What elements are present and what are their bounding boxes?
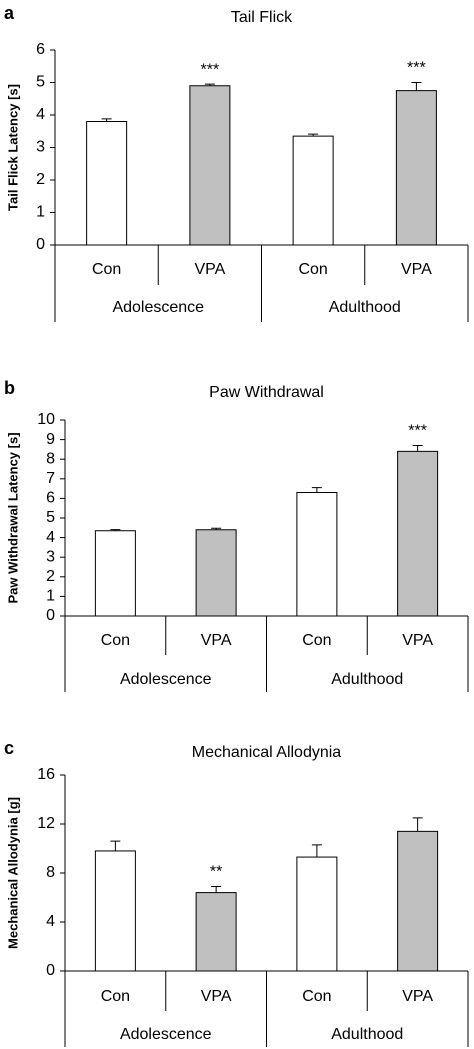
y-tick-label: 6: [36, 41, 45, 58]
x-tick-label: VPA: [402, 632, 433, 649]
y-tick-label: 2: [36, 171, 45, 188]
bar: [94, 850, 136, 972]
x-tick-label: VPA: [401, 261, 432, 278]
group-label: Adulthood: [331, 671, 403, 688]
chart-title: Tail Flick: [231, 9, 293, 26]
group-label: Adolescence: [120, 671, 212, 688]
y-tick-label: 10: [37, 411, 55, 428]
bar: [296, 492, 338, 617]
bar: [86, 121, 128, 246]
x-tick-label: Con: [92, 261, 121, 278]
group-label: Adolescence: [120, 1026, 212, 1043]
error-bar: [412, 444, 423, 452]
significance-label: ***: [407, 60, 426, 77]
group-label: Adulthood: [329, 299, 401, 316]
significance-label: ***: [408, 423, 427, 440]
error-bar: [204, 83, 215, 86]
panel-label: a: [4, 3, 15, 23]
y-axis-label: Tail Flick Latency [s]: [5, 84, 20, 211]
y-tick-label: 1: [46, 588, 55, 605]
error-bar: [411, 82, 422, 91]
x-tick-label: Con: [302, 632, 331, 649]
y-tick-label: 3: [46, 548, 55, 565]
x-tick-label: Con: [101, 988, 130, 1005]
group-label: Adulthood: [331, 1026, 403, 1043]
y-axis-label: Paw Withdrawal Latency [s]: [5, 432, 20, 603]
x-tick-label: VPA: [194, 261, 225, 278]
bar: [94, 530, 136, 617]
error-bar: [211, 885, 222, 893]
y-tick-label: 3: [36, 139, 45, 156]
y-tick-label: 12: [37, 815, 55, 832]
x-tick-label: VPA: [402, 988, 433, 1005]
y-tick-label: 4: [46, 913, 55, 930]
y-tick-label: 6: [46, 490, 55, 507]
error-bar: [110, 840, 121, 851]
significance-label: ***: [201, 61, 220, 78]
error-bar: [211, 527, 222, 530]
y-tick-label: 0: [46, 607, 55, 624]
chart-title: Paw Withdrawal: [209, 384, 324, 401]
bar: [395, 90, 437, 246]
x-tick-label: Con: [298, 261, 327, 278]
y-tick-label: 9: [46, 431, 55, 448]
bar: [189, 85, 231, 246]
x-tick-label: Con: [101, 632, 130, 649]
bar: [397, 450, 439, 617]
error-bar: [110, 529, 121, 531]
y-axis-label: Mechanical Allodynia [g]: [5, 797, 20, 949]
y-tick-label: 2: [46, 568, 55, 585]
error-bar: [101, 118, 112, 122]
x-tick-label: VPA: [201, 632, 232, 649]
y-tick-label: 4: [46, 529, 55, 546]
y-tick-label: 0: [36, 236, 45, 253]
y-tick-label: 0: [46, 962, 55, 979]
error-bar: [308, 133, 319, 137]
error-bar: [412, 817, 423, 832]
bar: [397, 830, 439, 972]
group-label: Adolescence: [112, 299, 204, 316]
x-tick-label: VPA: [201, 988, 232, 1005]
y-tick-label: 4: [36, 106, 45, 123]
y-tick-label: 1: [36, 204, 45, 221]
bar: [195, 529, 237, 617]
x-tick-label: Con: [302, 988, 331, 1005]
chart-title: Mechanical Allodynia: [192, 744, 342, 761]
y-tick-label: 7: [46, 470, 55, 487]
panel-label: c: [4, 738, 14, 758]
error-bar: [311, 844, 322, 858]
y-tick-label: 16: [37, 766, 55, 783]
y-tick-label: 8: [46, 450, 55, 467]
significance-label: **: [210, 864, 222, 881]
y-tick-label: 8: [46, 864, 55, 881]
bar: [292, 135, 334, 246]
y-tick-label: 5: [46, 509, 55, 526]
bar: [296, 856, 338, 972]
error-bar: [311, 487, 322, 493]
y-tick-label: 5: [36, 74, 45, 91]
bar: [195, 892, 237, 972]
panel-label: b: [4, 378, 15, 398]
